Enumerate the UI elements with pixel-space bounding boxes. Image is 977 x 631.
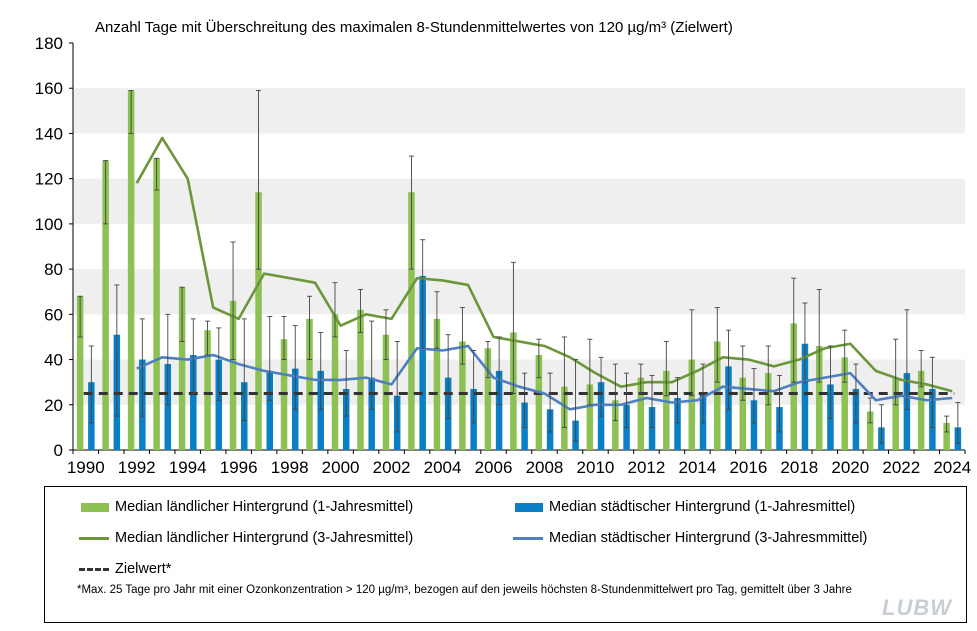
y-tick-label: 40 [44,351,63,370]
bar-rural [637,377,645,450]
legend-swatch-rural-1y [81,502,109,512]
x-tick-label: 2004 [424,458,462,477]
x-tick-label: 2014 [678,458,716,477]
legend-swatch-urban-3y [513,536,543,540]
bar-rural [204,330,211,450]
y-tick-label: 180 [35,34,63,53]
y-tick-label: 20 [44,396,63,415]
bar-urban [648,407,656,450]
bar-rural [255,192,262,450]
bar-urban [368,377,375,450]
legend-item-target: Zielwert* [79,561,171,577]
y-tick-label: 60 [44,305,63,324]
line-urban-3y [136,344,953,411]
bar-rural [306,318,313,450]
bar-urban [801,343,809,450]
legend-item-urban-3y: Median städtischer Hintergrund (3-Jahres… [513,530,867,546]
bar-rural [331,314,339,450]
bar-urban [164,364,172,450]
chart-canvas: 0 20 40 60 80 100 120 140 160 180 1990 1992 1994 1996… [35,34,972,477]
bar-urban [266,370,273,450]
x-tick-label: 2016 [729,458,767,477]
x-tick-label: 2000 [322,458,360,477]
x-tick-label: 1990 [67,458,105,477]
bar-rural [76,296,84,450]
bar-urban [190,355,197,450]
lubw-logo: LUBW [882,595,952,620]
legend-label-rural-3y: Median ländlicher Hintergrund (3-Jahresm… [115,530,414,546]
x-tick-label: 2010 [577,458,615,477]
grid-band [73,88,965,134]
bar-rural [153,158,160,451]
bar-urban [317,370,324,450]
x-tick-label: 2012 [628,458,666,477]
legend-item-urban-1y: Median städtischer Hintergrund (1-Jahres… [515,499,855,515]
footnote: *Max. 25 Tage pro Jahr mit einer Ozonkon… [77,584,852,596]
bar-urban [419,275,426,450]
x-tick-label: 1998 [271,458,309,477]
bar-rural [790,323,797,450]
bar-rural [408,192,415,450]
bar-rural [714,341,721,450]
bar-rural [612,400,619,450]
line-rural-3y [135,136,953,393]
legend-label-urban-3y: Median städtischer Hintergrund (3-Jahres… [549,530,868,546]
legend-swatch-rural-3y [79,536,109,540]
bar-urban [495,370,503,450]
bar-urban [674,397,681,450]
legend-item-rural-3y: Median ländlicher Hintergrund (3-Jahresm… [79,530,413,546]
bar-rural [586,384,594,450]
grid-band [73,269,965,315]
bar-urban [342,388,350,450]
bar-rural [433,318,441,450]
bar-rural [535,355,543,450]
y-tick-label: 80 [44,260,63,279]
x-tick-label: 1996 [220,458,258,477]
bar-rural [178,287,186,450]
bar-rural [866,411,874,450]
bar-rural [841,357,848,450]
x-tick-label: 2022 [882,458,920,477]
x-tick-label: 2006 [475,458,513,477]
bar-rural [357,309,364,450]
bar-rural [688,359,696,450]
grid-band [73,178,965,224]
legend-label-target: Zielwert* [115,561,172,577]
y-tick-label: 120 [35,170,63,189]
y-tick-label: 0 [54,441,63,460]
x-tick-label: 2008 [526,458,564,477]
x-tick-label: 2018 [780,458,818,477]
y-tick-label: 140 [35,124,63,143]
y-tick-label: 100 [35,215,63,234]
bar-urban [750,400,758,450]
bar-rural [765,373,772,450]
bar-rural [892,377,899,450]
x-tick-label: 1992 [118,458,156,477]
legend-label-rural-1y: Median ländlicher Hintergrund (1-Jahresm… [115,499,414,515]
bar-rural [917,370,925,450]
bar-rural [484,348,492,450]
bar-urban [215,359,223,450]
bar-rural [815,345,823,450]
bar-rural [102,160,109,451]
bar-rural [739,377,747,450]
x-tick-label: 2024 [933,458,971,477]
x-tick-label: 2020 [831,458,869,477]
bar-rural [663,370,670,450]
bar-urban [903,373,911,450]
legend-swatch-target [79,567,109,571]
bar-rural [229,300,237,450]
legend: Median ländlicher Hintergrund (1-Jahresm… [44,486,967,623]
legend-swatch-urban-1y [515,502,543,512]
legend-label-urban-1y: Median städtischer Hintergrund (1-Jahres… [549,499,856,515]
x-tick-label: 2002 [373,458,411,477]
y-tick-label: 160 [35,79,63,98]
bar-rural [943,422,950,450]
chart-title: Anzahl Tage mit Überschreitung des maxim… [95,19,733,36]
bar-rural [459,341,466,450]
x-tick-label: 1994 [169,458,207,477]
bar-rural [127,90,135,450]
legend-item-rural-1y: Median ländlicher Hintergrund (1-Jahresm… [81,499,413,515]
